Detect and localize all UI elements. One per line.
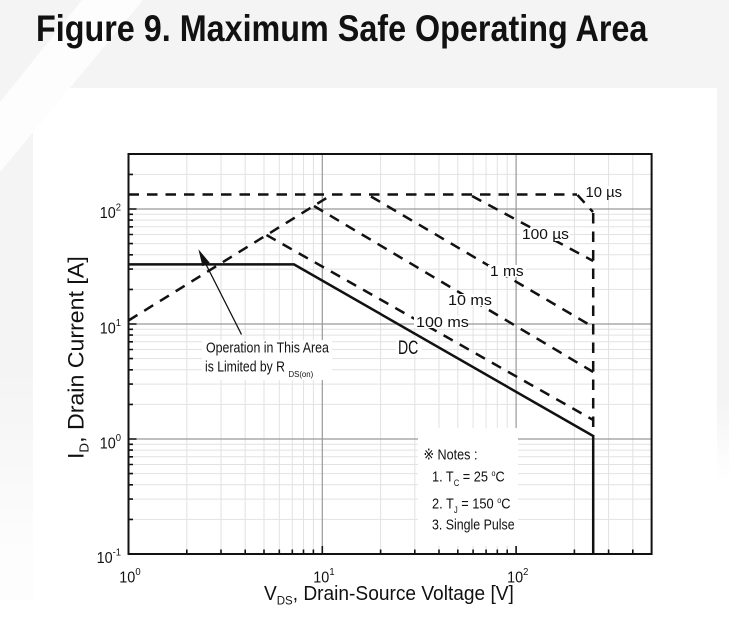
- svg-text:DS(on): DS(on): [289, 370, 314, 379]
- svg-text:VDS, Drain-Source Voltage [V]: VDS, Drain-Source Voltage [V]: [264, 583, 514, 608]
- svg-text:102: 102: [100, 202, 122, 222]
- svg-text:100 ms: 100 ms: [416, 315, 469, 331]
- svg-text:1. TC = 25 oC: 1. TC = 25 oC: [432, 467, 505, 488]
- svg-text:※ Notes :: ※ Notes :: [424, 445, 478, 462]
- svg-text:DC: DC: [398, 337, 418, 359]
- svg-text:2. TJ = 150 oC: 2. TJ = 150 oC: [432, 495, 511, 516]
- svg-text:ID, Drain Current [A]: ID, Drain Current [A]: [63, 256, 92, 459]
- svg-text:10 µs: 10 µs: [586, 185, 623, 201]
- svg-text:100 µs: 100 µs: [522, 226, 569, 243]
- svg-text:100: 100: [119, 567, 141, 587]
- svg-text:3. Single Pulse: 3. Single Pulse: [432, 517, 515, 533]
- svg-text:Operation in This Area: Operation in This Area: [206, 340, 329, 356]
- svg-text:10-1: 10-1: [97, 547, 122, 567]
- svg-text:10 ms: 10 ms: [448, 293, 492, 309]
- svg-text:is Limited by R: is Limited by R: [205, 358, 285, 374]
- svg-text:101: 101: [100, 318, 122, 338]
- svg-text:1 ms: 1 ms: [490, 263, 524, 280]
- svg-text:100: 100: [100, 433, 122, 453]
